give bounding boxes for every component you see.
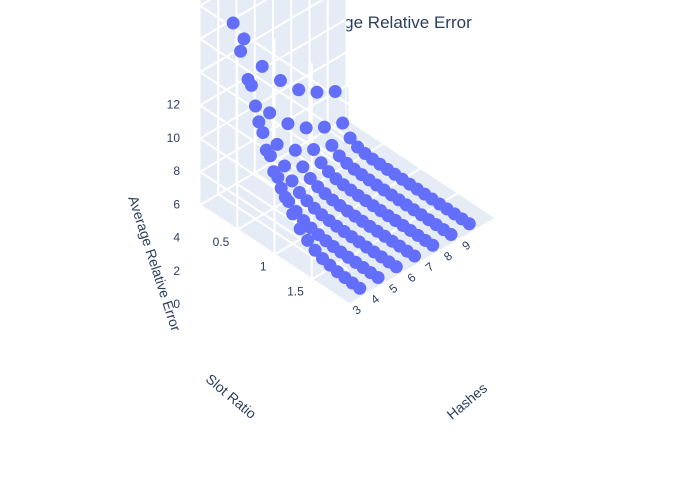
z-tick-label: 10 <box>167 131 181 145</box>
z-tick-label: 8 <box>173 164 180 178</box>
data-point[interactable] <box>249 99 262 113</box>
x-tick-label: 4 <box>368 292 382 307</box>
z-gridline <box>198 0 350 172</box>
data-point[interactable] <box>328 85 342 98</box>
data-point[interactable] <box>252 115 266 129</box>
y-tick-label: 1 <box>260 260 267 274</box>
data-point[interactable] <box>286 207 300 221</box>
data-point[interactable] <box>308 243 322 257</box>
y-tick-label: 1.5 <box>287 284 304 298</box>
data-point[interactable] <box>300 194 314 208</box>
data-point[interactable] <box>278 159 292 173</box>
data-point[interactable] <box>301 233 315 247</box>
x-tick-label: 3 <box>350 302 364 317</box>
x-tick-label: 9 <box>459 238 473 253</box>
z-tick-label: 2 <box>173 264 180 278</box>
data-point[interactable] <box>332 149 346 163</box>
data-point[interactable] <box>288 143 302 157</box>
x-axis-title: Hashes <box>443 380 490 423</box>
data-point[interactable] <box>296 160 310 174</box>
data-point[interactable] <box>336 116 350 130</box>
data-point[interactable] <box>241 72 255 86</box>
data-point[interactable] <box>256 126 270 140</box>
data-point[interactable] <box>234 44 248 58</box>
x-tick-label: 6 <box>405 270 419 285</box>
x-tick-label: 5 <box>386 281 400 296</box>
z-tick-label: 6 <box>173 197 180 211</box>
data-point[interactable] <box>322 165 335 179</box>
data-point[interactable] <box>259 143 273 157</box>
z-tick-label: 0 <box>173 297 180 311</box>
data-point[interactable] <box>314 156 328 170</box>
data-point[interactable] <box>273 74 287 88</box>
z-tick-label: 12 <box>167 98 181 112</box>
data-point[interactable] <box>263 106 277 120</box>
z-gridline <box>198 0 350 139</box>
z-gridline <box>198 0 350 106</box>
data-point[interactable] <box>267 165 281 179</box>
z-gridline <box>198 51 350 239</box>
data-point[interactable] <box>293 222 307 236</box>
data-points[interactable] <box>219 0 476 295</box>
data-point[interactable] <box>307 142 321 156</box>
data-point[interactable] <box>270 137 284 151</box>
data-point[interactable] <box>343 131 357 145</box>
data-point[interactable] <box>317 120 331 134</box>
data-point[interactable] <box>351 140 365 154</box>
x-tick-label: 7 <box>423 259 437 274</box>
data-point[interactable] <box>316 252 330 266</box>
data-point[interactable] <box>325 138 339 152</box>
data-point[interactable] <box>299 121 313 135</box>
data-point[interactable] <box>303 171 317 185</box>
y-tick-label: 0.5 <box>213 235 230 249</box>
data-point[interactable] <box>237 32 251 46</box>
y-gridline <box>310 63 459 281</box>
data-point[interactable] <box>292 185 306 199</box>
data-point[interactable] <box>255 59 269 73</box>
data-point[interactable] <box>311 180 325 194</box>
y-axis-title: Slot Ratio <box>203 371 260 422</box>
data-point[interactable] <box>226 16 240 30</box>
x-tick-label: 8 <box>441 249 455 264</box>
z-tick-label: 4 <box>173 231 180 245</box>
data-point[interactable] <box>274 181 288 195</box>
data-point[interactable] <box>292 83 306 97</box>
data-point[interactable] <box>310 85 324 99</box>
z-gridline <box>198 84 350 272</box>
data-point[interactable] <box>285 174 299 188</box>
data-point[interactable] <box>281 117 295 131</box>
